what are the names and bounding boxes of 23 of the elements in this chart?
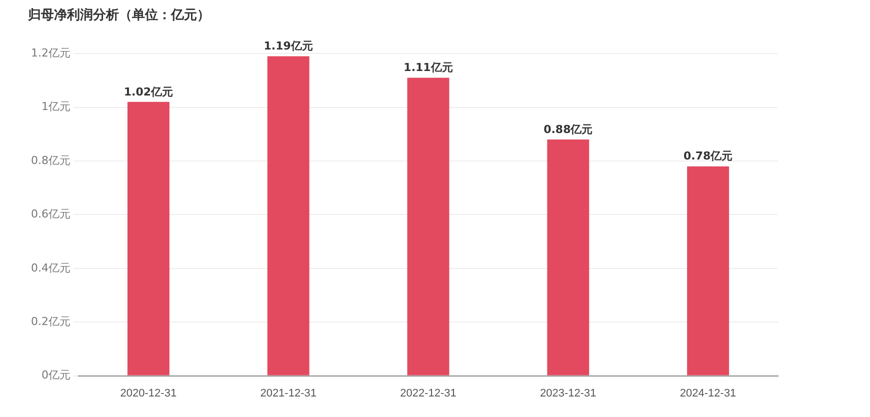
data-label: 0.78亿元: [683, 150, 733, 163]
y-tick-label: 0.2亿元: [30, 314, 70, 328]
bar: [407, 78, 450, 376]
data-label: 0.88亿元: [544, 122, 593, 136]
x-tick-label: 2020-12-31: [120, 387, 177, 400]
y-tick-label: 0.4亿元: [30, 261, 70, 274]
bar: [127, 102, 170, 376]
data-label: 1.19亿元: [264, 40, 313, 53]
chart-title: 归母净利润分析（单位：亿元）: [27, 7, 210, 24]
data-label: 1.11亿元: [404, 61, 453, 74]
x-tick-label: 2024-12-31: [680, 387, 736, 400]
bar: [687, 166, 730, 376]
y-tick-label: 1亿元: [41, 100, 70, 114]
y-tick-label: 0.8亿元: [30, 154, 70, 167]
y-tick-label: 0亿元: [41, 368, 70, 382]
x-tick-label: 2021-12-31: [260, 387, 316, 400]
bar: [547, 140, 590, 376]
y-tick-label: 0.6亿元: [30, 208, 70, 221]
bar: [267, 56, 310, 376]
x-tick-label: 2023-12-31: [540, 387, 596, 400]
x-tick-label: 2022-12-31: [400, 387, 456, 400]
y-tick-label: 1.2亿元: [30, 46, 70, 60]
data-label: 1.02亿元: [124, 85, 174, 98]
